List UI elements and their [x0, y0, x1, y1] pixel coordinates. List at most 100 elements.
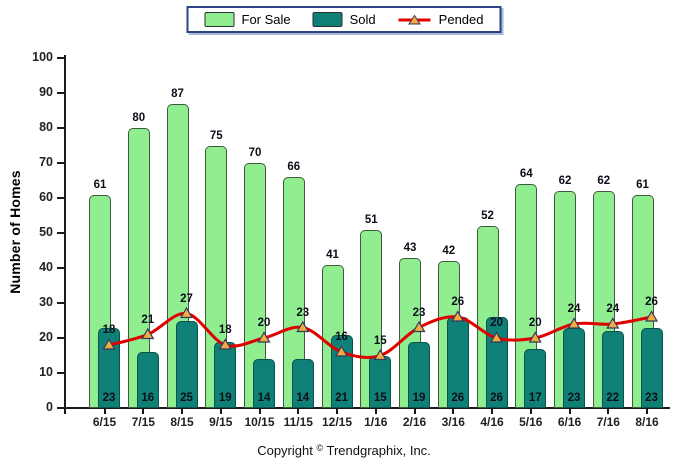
- y-tick-mark: [57, 266, 65, 269]
- y-tick-label: 30: [39, 295, 53, 309]
- sold-value-label: 26: [490, 392, 503, 404]
- for-sale-value-label: 61: [93, 178, 107, 191]
- pended-value-label: 26: [645, 296, 658, 308]
- y-tick-label: 50: [39, 225, 53, 239]
- legend-label-for-sale: For Sale: [241, 12, 291, 27]
- pended-value-label: 20: [490, 317, 503, 329]
- for-sale-value-label: 66: [287, 161, 301, 173]
- legend-item-pended: Pended: [398, 12, 484, 27]
- sold-value-label: 22: [606, 392, 620, 404]
- x-tick-mark: [142, 409, 145, 414]
- y-tick-label: 90: [39, 85, 53, 99]
- for-sale-value-label: 62: [597, 175, 611, 187]
- x-tick-label: 6/15: [92, 415, 117, 429]
- for-sale-value-label: 61: [636, 178, 649, 191]
- sold-value-label: 16: [141, 392, 155, 404]
- x-tick-label: 11/15: [283, 415, 313, 429]
- pended-value-label: 24: [606, 303, 620, 315]
- sold-value-label: 19: [218, 392, 232, 404]
- sold-value-label: 15: [373, 392, 387, 404]
- y-axis-line: [64, 55, 66, 409]
- pended-value-label: 20: [528, 317, 542, 329]
- pended-value-label: 24: [567, 303, 581, 315]
- sold-value-label: 23: [102, 392, 116, 404]
- x-tick-mark: [336, 409, 338, 414]
- x-tick-label: 12/15: [321, 415, 353, 429]
- pended-value-label: 18: [218, 324, 232, 336]
- pended-value-label: 16: [335, 331, 348, 343]
- y-tick-mark: [57, 371, 65, 374]
- sold-bar: [253, 359, 275, 408]
- x-tick-label: 1/16: [364, 415, 388, 429]
- for-sale-value-label: 70: [248, 147, 262, 159]
- for-sale-value-label: 41: [326, 248, 339, 261]
- legend: For Sale Sold Pended: [186, 6, 502, 33]
- x-tick-mark: [607, 409, 610, 414]
- x-tick-label: 7/15: [131, 415, 155, 429]
- legend-item-sold: Sold: [312, 12, 376, 27]
- for-sale-value-label: 42: [442, 245, 456, 257]
- x-tick-mark: [297, 409, 300, 414]
- x-tick-mark: [181, 409, 183, 414]
- pended-value-label: 26: [451, 296, 465, 308]
- y-tick-mark: [57, 406, 65, 409]
- y-tick-mark: [57, 56, 65, 59]
- pended-line-marker-icon: [398, 14, 431, 24]
- x-tick-mark: [413, 409, 416, 414]
- x-tick-label: 9/15: [209, 415, 233, 429]
- y-tick-label: 100: [32, 50, 53, 64]
- pended-value-label: 18: [102, 324, 116, 336]
- for-sale-value-label: 64: [519, 168, 533, 180]
- x-tick-mark: [646, 409, 648, 414]
- pended-value-label: 23: [412, 306, 426, 319]
- copyright-prefix: Copyright: [257, 443, 313, 458]
- pended-value-label: 20: [257, 317, 271, 329]
- x-tick-label: 6/16: [557, 415, 582, 429]
- x-tick-mark: [258, 409, 261, 414]
- x-tick-mark: [568, 409, 571, 414]
- x-tick-label: 7/16: [596, 415, 620, 429]
- sold-swatch-icon: [312, 12, 343, 27]
- pended-value-label: 15: [373, 334, 387, 347]
- sold-bar: [291, 359, 314, 408]
- sold-value-label: 25: [180, 392, 193, 404]
- x-tick-label: 2/16: [402, 415, 427, 429]
- pended-value-label: 21: [141, 313, 155, 326]
- x-tick-mark: [529, 409, 532, 414]
- y-tick-mark: [57, 196, 65, 199]
- for-sale-swatch-icon: [204, 12, 235, 27]
- pended-value-label: 27: [180, 292, 193, 305]
- legend-label-pended: Pended: [438, 12, 484, 27]
- copyright-footer: Copyright © Trendgraphix, Inc.: [0, 443, 688, 458]
- x-tick-mark: [64, 409, 66, 414]
- y-tick-label: 80: [39, 120, 53, 134]
- x-tick-mark: [219, 409, 222, 414]
- for-sale-value-label: 51: [364, 213, 378, 226]
- y-tick-mark: [57, 161, 65, 164]
- x-tick-mark: [374, 409, 377, 414]
- sold-value-label: 14: [257, 392, 271, 404]
- y-tick-label: 0: [46, 400, 53, 414]
- sold-value-label: 17: [528, 392, 542, 404]
- y-tick-label: 70: [39, 155, 53, 169]
- x-tick-label: 5/16: [519, 415, 543, 429]
- for-sale-value-label: 80: [132, 112, 146, 124]
- y-tick-mark: [57, 231, 65, 234]
- x-tick-label: 4/16: [480, 415, 504, 429]
- sold-value-label: 14: [296, 392, 310, 404]
- x-tick-label: 3/16: [441, 415, 465, 429]
- x-tick-mark: [103, 409, 106, 414]
- y-tick-mark: [57, 301, 65, 304]
- for-sale-value-label: 62: [558, 175, 572, 187]
- x-tick-label: 10/15: [244, 415, 275, 429]
- y-tick-label: 10: [39, 365, 53, 379]
- sold-value-label: 26: [451, 392, 465, 404]
- y-tick-mark: [57, 91, 65, 94]
- for-sale-value-label: 52: [481, 210, 494, 222]
- legend-label-sold: Sold: [349, 12, 376, 27]
- x-tick-label: 8/16: [635, 415, 659, 429]
- x-tick-label: 8/15: [170, 415, 194, 429]
- y-tick-label: 40: [39, 260, 53, 274]
- x-axis-line: [64, 407, 670, 409]
